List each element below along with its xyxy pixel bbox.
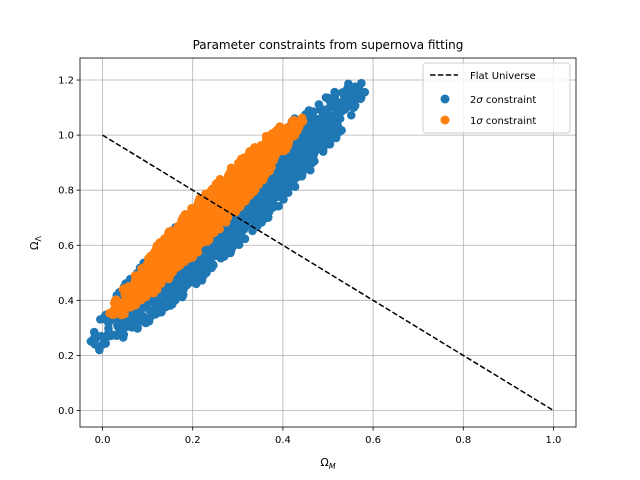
scatter-point (89, 327, 99, 337)
scatter-point (157, 307, 166, 317)
scatter-point (230, 215, 239, 224)
scatter-point (219, 246, 228, 256)
scatter-point (347, 83, 356, 93)
scatter-point (175, 276, 185, 285)
scatter-point (326, 94, 335, 104)
plot-area (86, 78, 554, 412)
scatter-point (182, 268, 191, 278)
scatter-point (86, 337, 96, 346)
scatter-point (349, 103, 359, 112)
scatter-point (241, 208, 251, 217)
scatter-point (360, 87, 370, 97)
scatter-point (152, 299, 162, 309)
scatter-point (234, 228, 244, 238)
scatter-point (338, 97, 348, 107)
scatter-point (303, 135, 312, 145)
scatter-point (127, 323, 137, 332)
scatter-point (238, 216, 247, 225)
scatter-point (281, 166, 291, 176)
scatter-point (200, 251, 209, 260)
scatter-point (256, 193, 265, 203)
scatter-point (308, 126, 318, 135)
scatter-point (265, 183, 275, 193)
scatter-point (254, 205, 264, 215)
scatter-point (114, 329, 123, 339)
scatter-point (96, 315, 105, 324)
scatter-point (191, 279, 201, 289)
scatter-point (146, 312, 155, 322)
scatter-point (327, 112, 337, 122)
scatter-point (333, 121, 343, 130)
scatter-point (196, 270, 206, 280)
scatter-point (346, 110, 356, 120)
scatter-point (266, 199, 275, 208)
scatter-point (190, 264, 199, 273)
scatter-point (227, 227, 237, 236)
scatter-point (340, 104, 349, 113)
scatter-point (240, 234, 250, 244)
scatter-point (279, 195, 288, 204)
scatter-point (317, 117, 327, 126)
scatter-point (289, 152, 298, 161)
scatter-point (305, 165, 315, 175)
scatter-point (350, 92, 359, 101)
scatter-point (305, 147, 315, 157)
scatter-point (95, 345, 104, 355)
scatter-point (338, 88, 347, 97)
scatter-point (208, 252, 217, 261)
scatter-point (96, 331, 105, 341)
scatter-point (228, 235, 238, 244)
scatter-point (306, 118, 315, 128)
scatter-point (105, 331, 115, 341)
scatter-point (177, 292, 187, 302)
scatter-point (297, 169, 307, 179)
chart-title: Parameter constraints from supernova fit… (193, 38, 464, 52)
scatter-point (121, 318, 130, 328)
scatter-point (296, 148, 306, 157)
series-1sigma (105, 113, 308, 320)
scatter-point (173, 285, 182, 295)
scatter-point (277, 172, 286, 182)
scatter-point (137, 315, 147, 325)
scatter-point (290, 182, 300, 191)
scatter-point (318, 124, 327, 133)
scatter-point (354, 83, 364, 92)
scatter-point (323, 136, 332, 146)
scatter-point (327, 128, 337, 137)
